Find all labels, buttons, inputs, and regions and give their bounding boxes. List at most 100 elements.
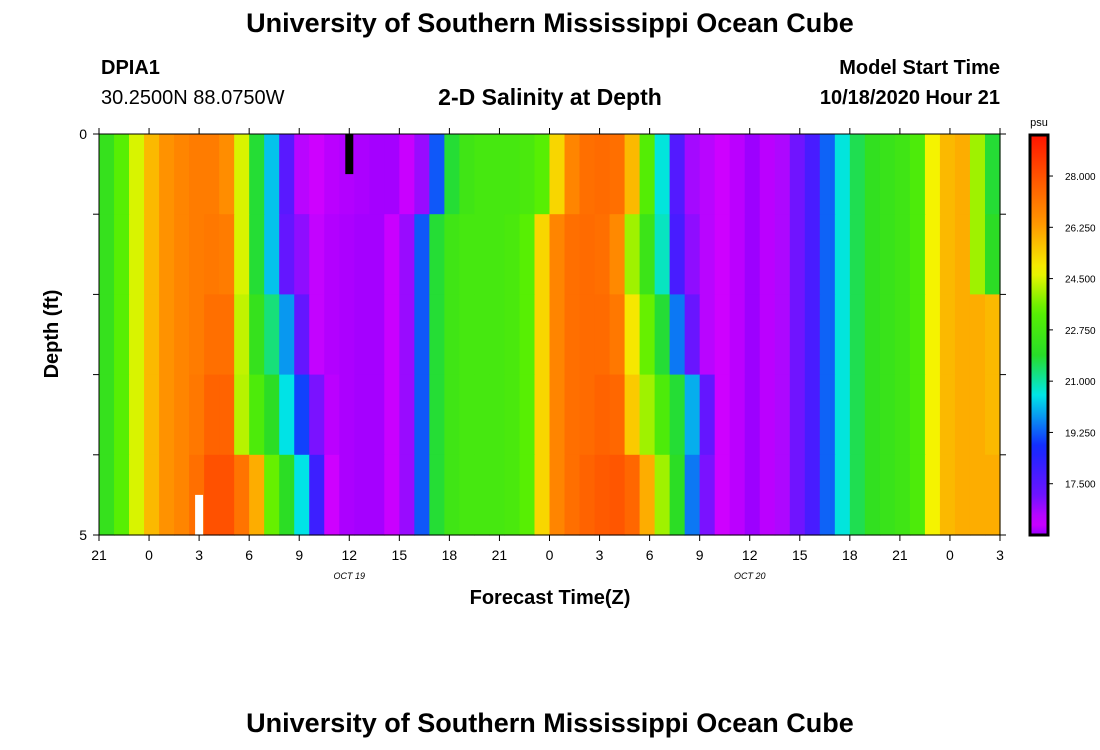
heatmap-cell xyxy=(144,134,160,215)
heatmap-cell xyxy=(264,134,280,215)
x-tick-label: 12 xyxy=(341,547,357,563)
heatmap-cell xyxy=(534,374,551,456)
heatmap-cell xyxy=(234,214,250,295)
heatmap-cell xyxy=(594,294,611,376)
heatmap-cell xyxy=(279,374,295,456)
x-tick-label: 18 xyxy=(842,547,858,563)
heatmap-cell xyxy=(564,454,581,536)
heatmap-cell xyxy=(384,374,400,456)
heatmap-cell xyxy=(369,214,385,295)
heatmap-cell xyxy=(144,214,160,295)
heatmap-cell xyxy=(204,294,220,376)
heatmap-cell xyxy=(849,294,866,376)
heatmap-cell xyxy=(249,214,265,295)
heatmap-cell xyxy=(174,454,190,536)
heatmap-cell xyxy=(984,214,1001,295)
heatmap-cell xyxy=(819,214,836,295)
heatmap-cell xyxy=(549,134,566,215)
heatmap-cell xyxy=(804,294,821,376)
heatmap-cell xyxy=(954,214,971,295)
heatmap-cell xyxy=(909,294,926,376)
heatmap-cell xyxy=(114,214,130,295)
heatmap-cell xyxy=(519,454,536,536)
heatmap-cell xyxy=(399,134,415,215)
heatmap-cell xyxy=(864,134,881,215)
heatmap-cell xyxy=(249,294,265,376)
colorbar xyxy=(1028,133,1050,537)
heatmap-cell xyxy=(594,134,611,215)
heatmap-cell xyxy=(354,454,370,536)
heatmap-cell xyxy=(519,214,536,295)
heatmap-cell xyxy=(99,454,115,536)
heatmap-cell xyxy=(759,294,776,376)
heatmap-cell xyxy=(579,374,596,456)
heatmap-cell xyxy=(864,214,881,295)
heatmap-cell xyxy=(399,214,415,295)
heatmap-cell xyxy=(339,454,355,536)
x-tick-label: 9 xyxy=(295,547,303,563)
heatmap-cell xyxy=(954,294,971,376)
heatmap-cell xyxy=(909,134,926,215)
heatmap-cell xyxy=(624,374,641,456)
heatmap-cell xyxy=(294,454,310,536)
heatmap-cell xyxy=(549,454,566,536)
heatmap-cell xyxy=(339,294,355,376)
heatmap-cell xyxy=(444,374,460,456)
heatmap-cell xyxy=(864,374,881,456)
heatmap-cell xyxy=(279,454,295,536)
heatmap-cell xyxy=(774,214,791,295)
heatmap-cell xyxy=(219,134,235,215)
heatmap-cell xyxy=(954,454,971,536)
heatmap-cell xyxy=(399,294,415,376)
heatmap-cell xyxy=(189,134,205,215)
colorbar-tick-label: 21.000 xyxy=(1065,377,1096,388)
heatmap-cell xyxy=(954,134,971,215)
heatmap-cell xyxy=(294,374,310,456)
heatmap-cell xyxy=(324,454,340,536)
heatmap-cell xyxy=(504,374,521,456)
heatmap-cell xyxy=(309,214,325,295)
heatmap-cell xyxy=(714,374,731,456)
heatmap-cell xyxy=(834,294,851,376)
heatmap-cell xyxy=(939,374,956,456)
heatmap-cell xyxy=(174,374,190,456)
heatmap-cell xyxy=(459,374,476,456)
heatmap-cell xyxy=(309,374,325,456)
heatmap-cell xyxy=(174,214,190,295)
station-coordinates: 30.2500N 88.0750W xyxy=(101,87,285,109)
heatmap-cell xyxy=(939,214,956,295)
heatmap-cell xyxy=(504,454,521,536)
heatmap-cell xyxy=(414,134,430,215)
heatmap-cell xyxy=(474,214,491,295)
x-tick-label: 0 xyxy=(946,547,954,563)
heatmap-cell xyxy=(144,454,160,536)
heatmap-cell xyxy=(114,294,130,376)
heatmap-cell xyxy=(879,454,896,536)
heatmap-cell xyxy=(774,134,791,215)
heatmap-cell xyxy=(189,374,205,456)
heatmap-cell xyxy=(399,454,415,536)
heatmap-cell xyxy=(714,134,731,215)
x-tick-label: 0 xyxy=(145,547,153,563)
heatmap-cell xyxy=(309,454,325,536)
heatmap-cell xyxy=(639,134,656,215)
heatmap-cell xyxy=(624,134,641,215)
heatmap-cell xyxy=(624,454,641,536)
heatmap-cell xyxy=(894,454,911,536)
heatmap-cell xyxy=(519,134,536,215)
heatmap-cell xyxy=(324,294,340,376)
heatmap-cell xyxy=(354,214,370,295)
heatmap-cell xyxy=(924,294,941,376)
heatmap-cell xyxy=(339,374,355,456)
heatmap-cell xyxy=(894,294,911,376)
heatmap-cell xyxy=(114,134,130,215)
heatmap-cell xyxy=(834,454,851,536)
heatmap-cell xyxy=(924,454,941,536)
heatmap-cell xyxy=(729,214,746,295)
heatmap-cell xyxy=(774,454,791,536)
page-title: University of Southern Mississippi Ocean… xyxy=(246,8,854,38)
x-tick-label: 21 xyxy=(892,547,908,563)
x-tick-label: 6 xyxy=(646,547,654,563)
heatmap-cell xyxy=(474,374,491,456)
heatmap-cell xyxy=(234,454,250,536)
